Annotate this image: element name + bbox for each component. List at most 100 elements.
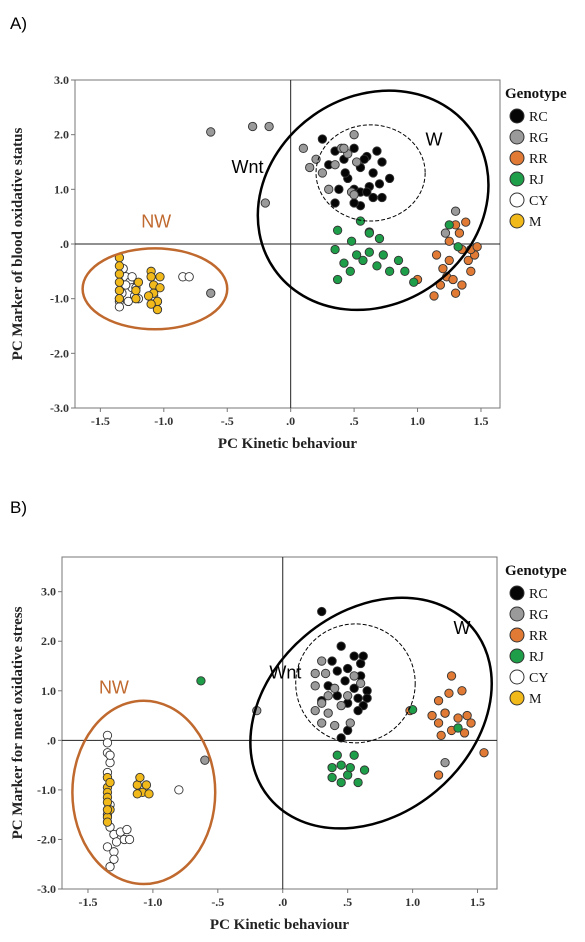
point-rr [448,274,458,285]
point-rr [459,728,470,738]
point-rg [356,678,366,689]
point-rj [453,242,463,252]
point-rj [353,777,363,788]
point-rj [327,762,337,773]
x-tick-label: -1.5 [91,414,110,428]
x-tick-label: .5 [350,414,359,428]
point-rc [336,733,346,743]
point-rg [349,671,359,681]
point-rj [339,258,349,268]
point-rc [368,192,378,203]
point-rj [336,777,346,788]
y-tick-label: -1.0 [37,783,56,797]
point-rr [457,280,467,290]
y-tick-label: -2.0 [50,346,69,360]
point-rc [349,198,359,208]
point-cy [114,302,125,312]
point-cy [102,738,113,748]
y-tick-label: -2.0 [37,832,56,846]
point-cy [122,824,132,835]
point-m [143,291,154,301]
point-rj [378,250,388,260]
annotation-nw: NW [99,677,129,697]
point-m [146,272,156,282]
x-tick-label: 1.5 [473,414,488,428]
x-tick-label: -1.0 [154,414,173,428]
group-ellipse-w [249,596,493,830]
y-tick-label: 1.0 [41,684,56,698]
point-rc [362,187,372,197]
legend-label-rc: RC [529,587,548,602]
legend-marker-cy [509,669,525,685]
legend-marker-cy [509,192,525,208]
point-rc [353,705,363,716]
x-tick-label: .0 [278,895,287,909]
point-m [132,789,142,799]
point-rj [359,765,370,775]
point-rr [440,708,450,718]
point-rj [196,676,206,686]
legend-marker-rc [509,108,525,124]
point-rg [351,157,362,167]
point-rr [431,250,442,260]
point-rg [349,190,359,200]
group-ellipse-nw [71,699,217,886]
point-rr [472,242,482,252]
y-tick-label: -1.0 [50,292,69,306]
x-tick-label: -.5 [221,414,234,428]
legend-label-rg: RG [529,131,548,146]
point-rc [340,676,350,686]
point-rg [330,720,340,731]
point-m [146,299,156,309]
legend-marker-rc [509,585,525,601]
point-rr [429,291,439,301]
point-rj [400,266,410,276]
legend-marker-rg [509,606,525,622]
annotation-w: W [426,130,443,150]
y-tick-label: 3.0 [41,585,56,599]
point-m [102,817,113,827]
point-rj [384,266,395,276]
group-ellipse-w [256,89,490,312]
point-cy [111,837,122,847]
y-tick-label: -3.0 [37,882,56,896]
point-rr [462,710,472,721]
point-m [114,294,125,304]
panel-b-label: B) [10,498,27,517]
point-rg [311,154,321,164]
y-axis-title: PC Marker of blood oxidative status [10,128,26,361]
point-rg [206,127,216,137]
point-m [152,304,163,315]
point-rj [409,277,419,287]
point-cy [109,854,119,864]
point-rc [359,154,369,164]
point-rc [377,157,387,167]
point-rj [372,261,382,271]
point-rj [364,228,374,238]
point-rg [317,698,327,708]
point-rc [372,146,382,156]
y-tick-label: 3.0 [54,73,69,87]
point-rr [466,266,476,276]
point-rg [317,168,328,178]
point-rr [433,718,444,728]
point-m [131,294,141,304]
x-tick-label: -1.5 [78,895,97,909]
y-tick-label: .0 [47,733,56,747]
point-rg [336,701,346,711]
point-m [155,283,165,293]
group-ellipse-wnt [295,623,416,744]
legend-label-m: M [529,215,542,230]
point-rj [393,255,404,266]
point-rc [343,663,353,674]
point-rg [330,683,340,693]
legend-label-rg: RG [529,608,548,623]
y-tick-label: 1.0 [54,182,69,196]
point-m [114,261,125,271]
point-rg [345,718,355,728]
point-rg [260,198,270,208]
point-rg [264,121,274,132]
point-rc [349,651,359,661]
point-m [135,772,145,783]
group-ellipse-wnt [315,124,426,222]
